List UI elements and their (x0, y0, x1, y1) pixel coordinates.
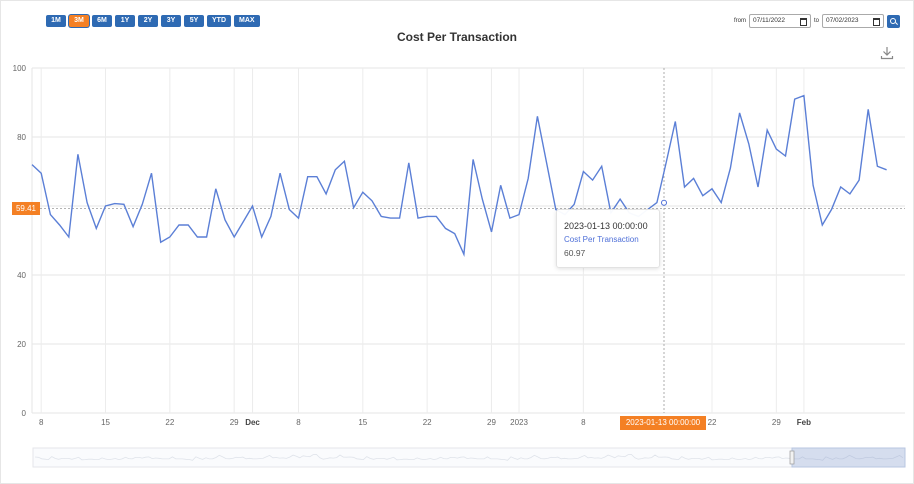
navigator-series (34, 454, 904, 461)
x-tick-label: Dec (245, 418, 260, 427)
x-tick-label: 29 (230, 418, 239, 427)
to-date-input[interactable]: 07/02/2023 (822, 14, 884, 28)
hover-marker (661, 199, 667, 206)
calendar-icon[interactable] (873, 18, 880, 26)
from-label: from (733, 18, 746, 24)
x-tick-label: 8 (39, 418, 44, 427)
x-tick-label: 15 (358, 418, 367, 427)
grid-lines (31, 67, 905, 414)
series-line-cost-per-transaction (31, 94, 887, 258)
tooltip-time: 2023-01-13 00:00:00 (564, 221, 648, 231)
calendar-icon[interactable] (799, 18, 807, 26)
chart-title: Cost Per Transaction (396, 30, 518, 44)
range-button-5y[interactable]: 5Y (184, 15, 204, 27)
range-button-ytd[interactable]: YTD (207, 15, 231, 27)
range-button-max[interactable]: MAX (234, 15, 260, 27)
range-button-1y[interactable]: 1Y (115, 15, 135, 27)
x-tick-label: 29 (772, 418, 781, 427)
x-tick-label: 8 (296, 418, 301, 427)
range-button-2y[interactable]: 2Y (138, 15, 158, 27)
x-tick-label: 2023 (510, 418, 528, 427)
date-range-picker: from 07/11/2022 to 07/02/2023 (734, 14, 900, 28)
range-button-6m[interactable]: 6M (92, 15, 112, 27)
crosshair-y-label: 59.41 (12, 202, 40, 215)
to-label: to (813, 18, 819, 24)
x-tick-label: 22 (708, 418, 717, 427)
navigator (32, 447, 906, 468)
y-axis-ticks: 020406080100 (13, 64, 27, 418)
from-date-value: 07/11/2022 (752, 17, 786, 24)
range-selector: 1M 3M 6M 1Y 2Y 3Y 5Y YTD MAX (46, 15, 260, 27)
navigator-selection (791, 447, 906, 468)
from-date-input[interactable]: 07/11/2022 (748, 14, 811, 28)
to-date-value: 07/02/2023 (826, 17, 859, 24)
range-button-3y[interactable]: 3Y (161, 15, 181, 27)
range-button-1m[interactable]: 1M (46, 15, 66, 27)
crosshair-x-label: 2023-01-13 00:00:00 (620, 416, 706, 430)
y-tick-label: 80 (17, 133, 26, 142)
tooltip: 2023-01-13 00:00:00 Cost Per Transaction… (556, 209, 660, 268)
search-icon (890, 17, 896, 24)
x-tick-label: 29 (487, 418, 496, 427)
x-tick-label: Feb (797, 418, 811, 427)
navigator-handle-left (789, 450, 795, 465)
tooltip-series: Cost Per Transaction (564, 235, 639, 244)
y-tick-label: 20 (17, 340, 26, 349)
x-tick-label: 22 (423, 418, 432, 427)
x-tick-label: 8 (581, 418, 586, 427)
y-tick-label: 40 (17, 271, 26, 280)
download-icon[interactable] (880, 46, 894, 60)
y-tick-label: 0 (22, 409, 27, 418)
x-tick-label: 15 (101, 418, 110, 427)
range-button-3m[interactable]: 3M (69, 15, 89, 27)
x-tick-label: 22 (165, 418, 174, 427)
tooltip-value: 60.97 (564, 248, 586, 258)
y-tick-label: 100 (13, 64, 27, 73)
apply-range-button[interactable] (887, 14, 900, 28)
x-axis-ticks: 8 15 22 29 Dec 8 15 22 29 2023 8 22 29 Feb (39, 418, 811, 427)
